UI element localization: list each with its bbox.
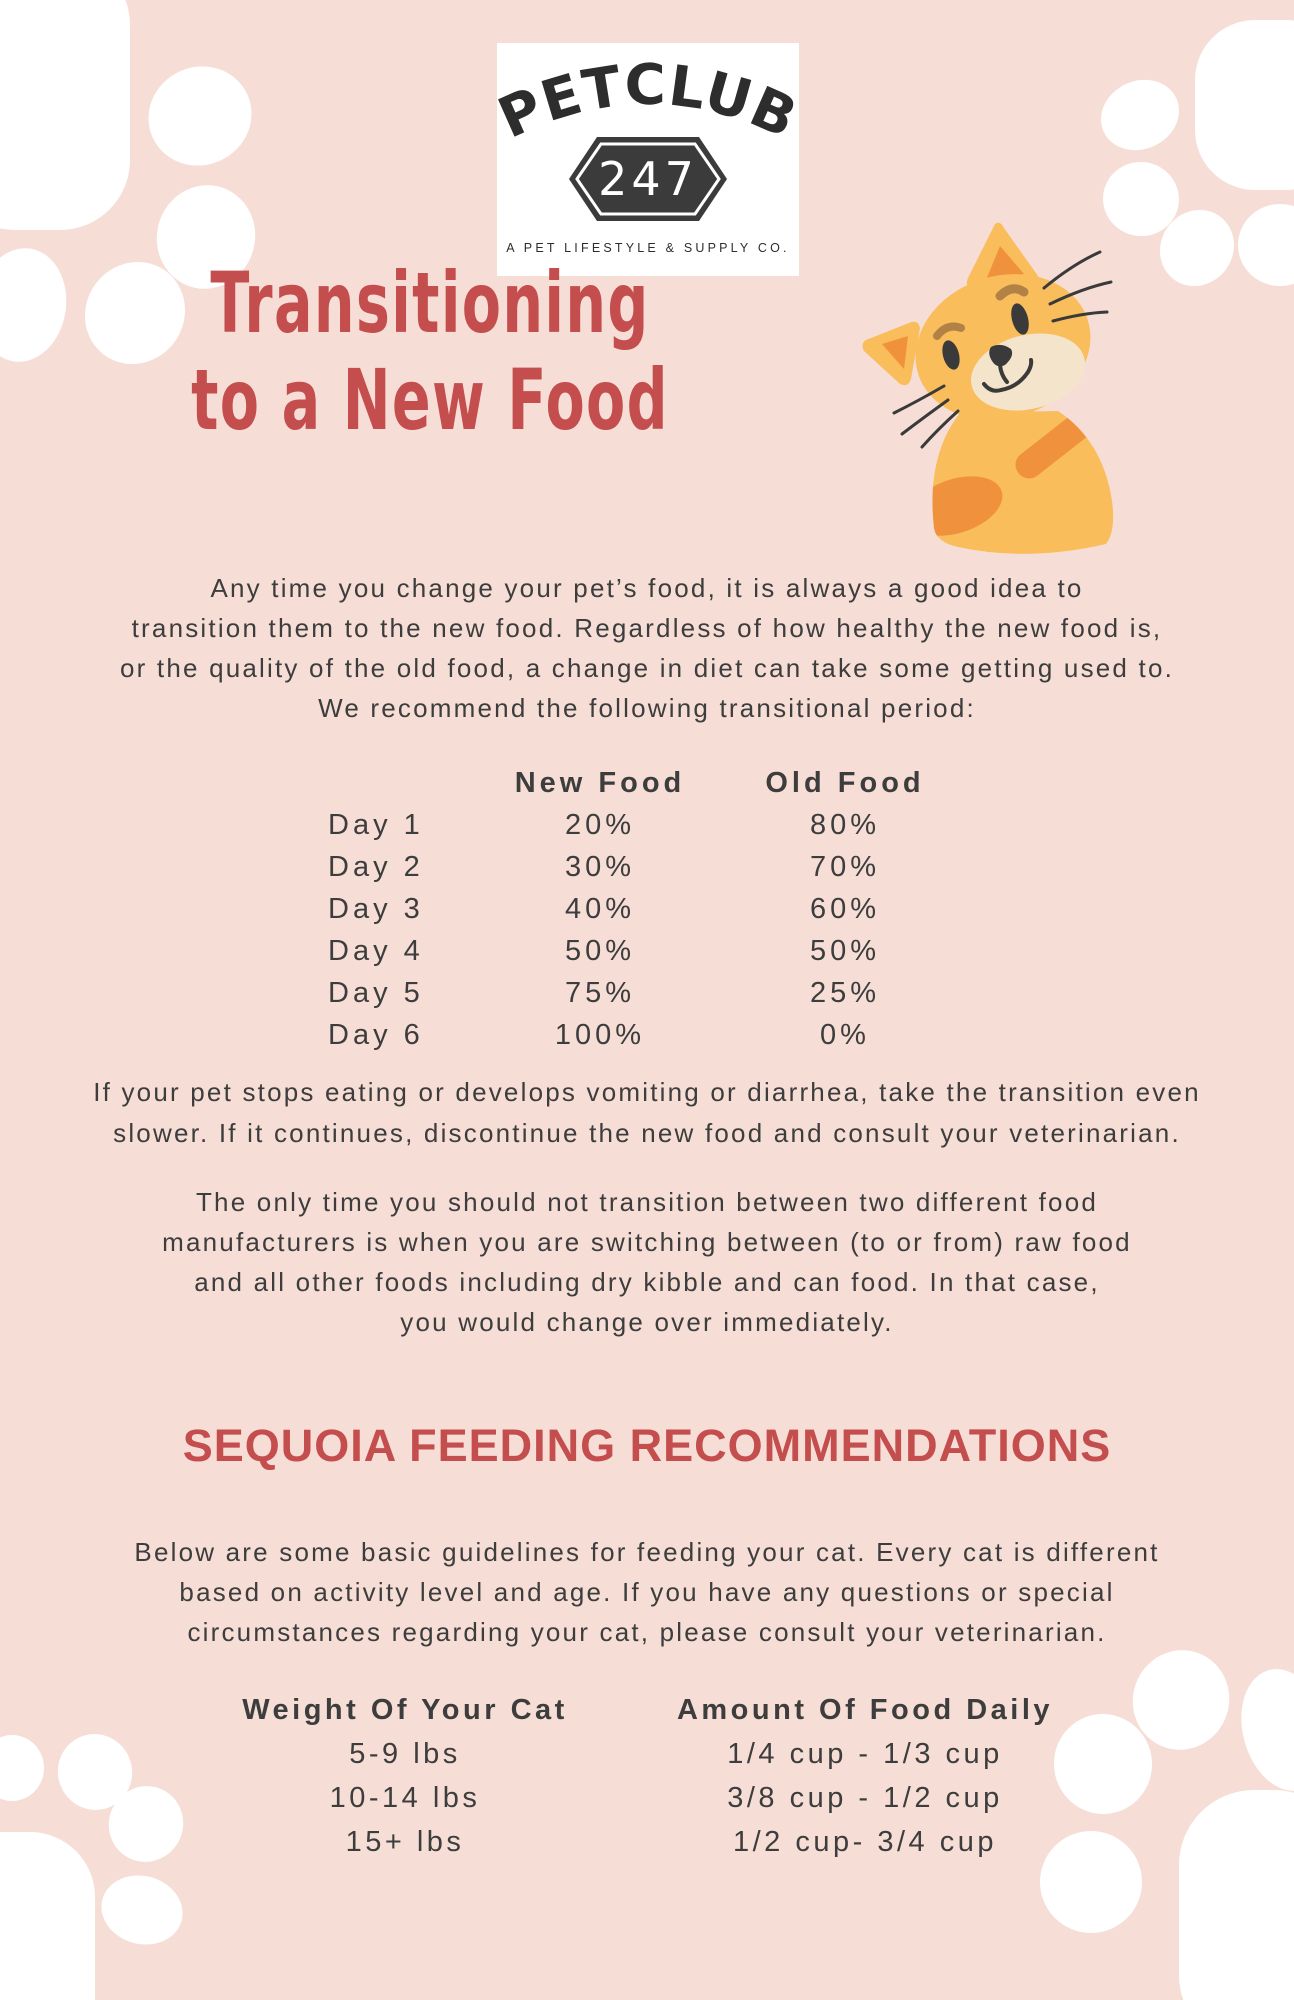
feeding-intro-paragraph: Below are some basic guidelines for feed…: [134, 1537, 1160, 1647]
transition-row-new: 50%: [564, 935, 636, 967]
transition-row-day: Day 5: [328, 977, 424, 1009]
cat-mouth: [982, 358, 1034, 393]
transition-row-day: Day 2: [328, 851, 424, 883]
transition-row-day: Day 1: [328, 809, 424, 841]
petclub-logo: PETCLUB 247 A PET LIFESTYLE & SUPPLY CO.: [489, 43, 806, 276]
paw-print-top-right-icon: [1101, 20, 1294, 287]
transition-row-new: 100%: [554, 1019, 646, 1051]
page-title-line1: Transitioning: [210, 254, 650, 352]
feeding-row-amount: 1/4 cup - 1/3 cup: [727, 1738, 1003, 1770]
cat-nose: [989, 344, 1013, 367]
transition-row-day: Day 3: [328, 893, 424, 925]
transition-row-old: 70%: [809, 851, 881, 883]
cat-brow-left: [933, 322, 965, 340]
feeding-table: Weight Of Your Cat Amount Of Food Daily …: [180, 1688, 1100, 1864]
transition-table-corner: [320, 762, 480, 804]
feeding-col-weight: Weight Of Your Cat: [242, 1694, 568, 1726]
paw-print-top-left-icon: [0, 0, 256, 365]
feeding-heading: SEQUOIA FEEDING RECOMMENDATIONS: [182, 1420, 1112, 1471]
transition-col-old-food: Old Food: [765, 767, 925, 799]
transition-row-old: 60%: [809, 893, 881, 925]
note-raw-food: The only time you should not transition …: [162, 1187, 1132, 1337]
transition-row-old: 25%: [809, 977, 881, 1009]
transition-table: New Food Old Food Day 1 20% 80% Day 2 30…: [320, 762, 970, 1056]
feeding-row-weight: 10-14 lbs: [329, 1782, 481, 1814]
transition-row-old: 0%: [820, 1019, 870, 1051]
feeding-row-amount: 1/2 cup- 3/4 cup: [733, 1826, 997, 1858]
page-title: Transitioning to a New Food: [30, 255, 830, 449]
transition-row-new: 30%: [564, 851, 636, 883]
feeding-row-weight: 15+ lbs: [345, 1826, 465, 1858]
transition-row-old: 50%: [809, 935, 881, 967]
cat-whiskers: [892, 250, 1113, 449]
transition-row-old: 80%: [809, 809, 881, 841]
note-transition-slower: If your pet stops eating or develops vom…: [93, 1077, 1201, 1148]
cat-brow-right: [995, 284, 1029, 301]
cat-ears: [862, 222, 1039, 386]
transition-col-new-food: New Food: [514, 767, 686, 799]
feeding-row-weight: 5-9 lbs: [349, 1738, 461, 1770]
transition-row-new: 40%: [564, 893, 636, 925]
feeding-row-amount: 3/8 cup - 1/2 cup: [727, 1782, 1003, 1814]
feeding-col-amount: Amount Of Food Daily: [676, 1694, 1054, 1726]
transition-row-day: Day 6: [328, 1019, 424, 1051]
paw-print-bottom-left-icon: [0, 1734, 184, 2000]
page-title-line2: to a New Food: [191, 351, 669, 449]
logo-badge-number: 247: [598, 152, 698, 206]
petclub-logo-art: PETCLUB 247: [489, 53, 806, 221]
svg-text:PETCLUB: PETCLUB: [497, 53, 799, 152]
logo-badge-hexagon: [569, 137, 727, 221]
cat-eyes: [942, 303, 1029, 370]
intro-paragraph: Any time you change your pet’s food, it …: [119, 573, 1175, 723]
logo-badge-inner-border: [575, 142, 721, 216]
paw-print-bottom-right-icon: [1040, 1650, 1294, 2000]
logo-brand-text: PETCLUB: [489, 53, 805, 152]
transition-row-day: Day 4: [328, 935, 424, 967]
transition-row-new: 20%: [564, 809, 636, 841]
logo-tagline: A PET LIFESTYLE & SUPPLY CO.: [506, 241, 790, 255]
transition-row-new: 75%: [564, 977, 636, 1009]
orange-cat-icon: [862, 222, 1114, 554]
